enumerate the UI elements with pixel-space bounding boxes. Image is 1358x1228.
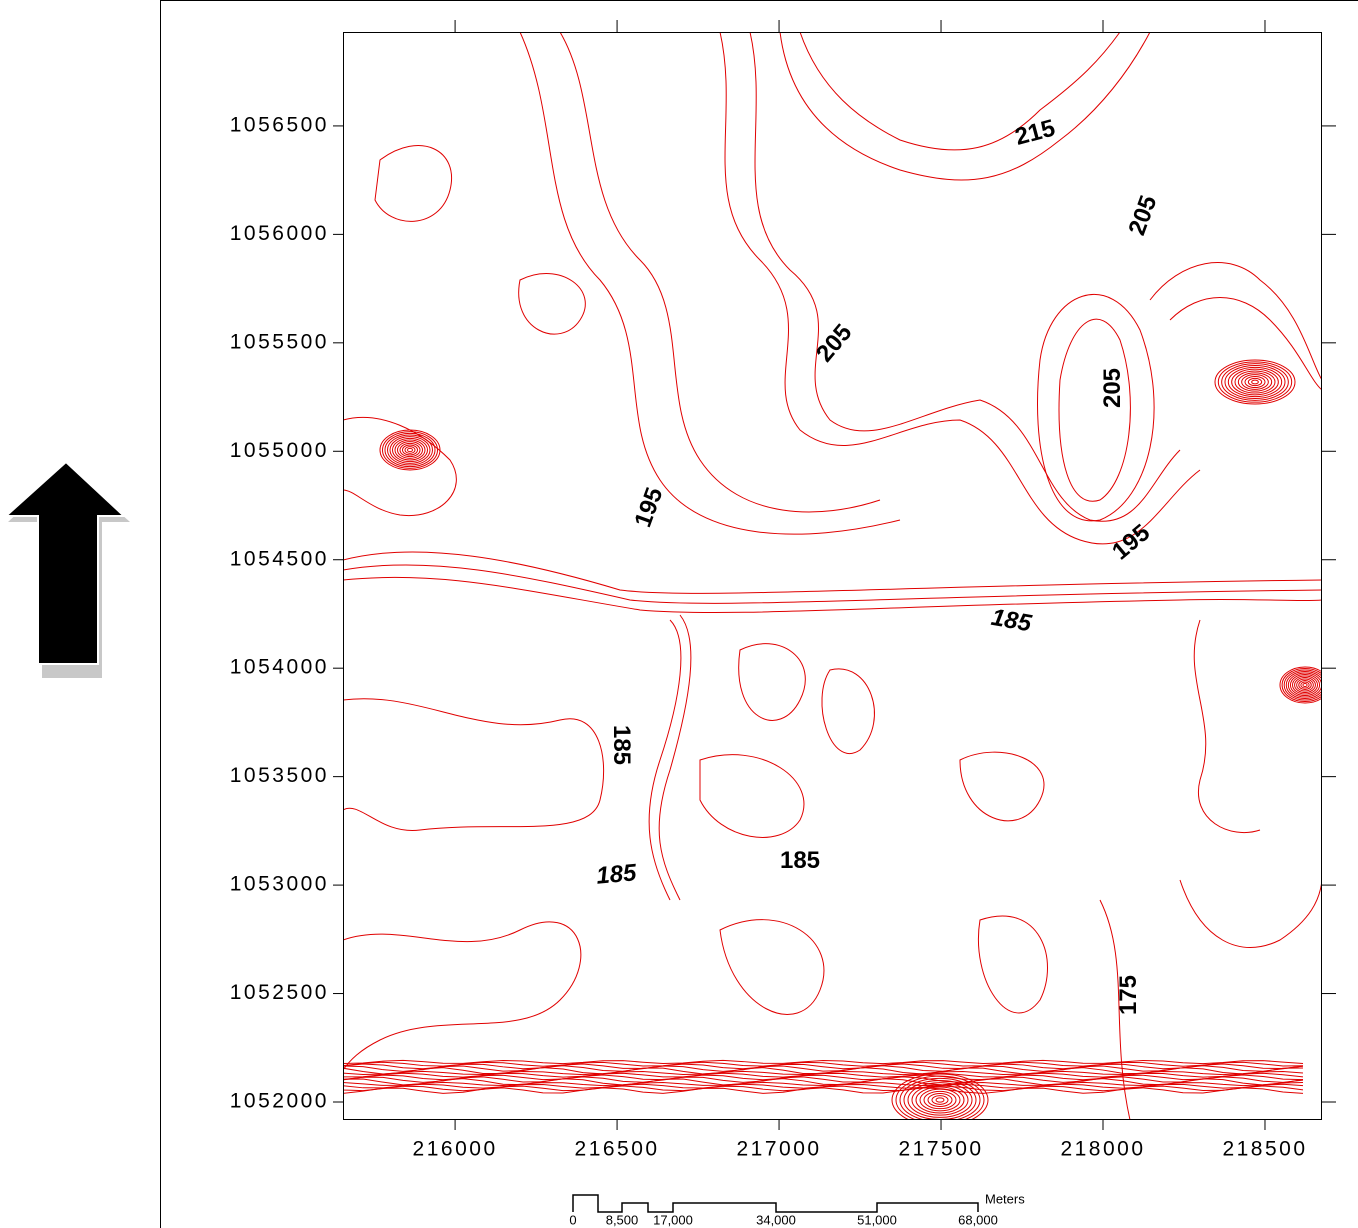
scale-label: 34,000 (756, 1212, 796, 1227)
y-tick-label: 1056000 (230, 222, 329, 245)
contour-label: 185 (780, 847, 820, 874)
x-tick-label: 216500 (575, 1138, 660, 1161)
contour-line (1215, 360, 1295, 404)
contour-line (908, 1083, 972, 1118)
contour-line (1252, 380, 1259, 384)
scale-label: 51,000 (857, 1212, 897, 1227)
x-tick-label: 218000 (1060, 1138, 1145, 1161)
contour-line (1225, 366, 1285, 399)
x-tick-label: 217500 (898, 1138, 983, 1161)
scale-label: 8,500 (606, 1212, 639, 1227)
contour-line (1228, 367, 1281, 396)
contour-label: 185 (989, 604, 1034, 638)
contour-label: 215 (1012, 115, 1058, 151)
scale-label: 0 (569, 1212, 576, 1227)
x-tick-label: 217000 (737, 1138, 822, 1161)
contour-line (1238, 373, 1271, 391)
contour-line (936, 1098, 944, 1102)
scale-label: 68,000 (958, 1212, 998, 1227)
y-tick-label: 1054500 (230, 547, 329, 570)
contour-line (932, 1096, 948, 1105)
contour-line (892, 1074, 988, 1126)
contour-line (405, 447, 415, 454)
contour-label: 195 (629, 484, 668, 531)
contour-line (390, 437, 430, 464)
y-tick-label: 1053500 (230, 764, 329, 787)
plot-frame (344, 33, 1322, 1120)
contour-line (408, 448, 413, 451)
map-page: 215 205 205 205 195 195 185 185 185 185 … (0, 0, 1358, 1228)
contour-label: 205 (1123, 192, 1162, 239)
contour-label: 195 (1107, 519, 1155, 565)
scale-label: 17,000 (653, 1212, 693, 1227)
contour-line (398, 442, 423, 459)
contour-label: 205 (1099, 368, 1126, 408)
y-tick-label: 1052500 (230, 981, 329, 1004)
contour-line (1301, 682, 1309, 688)
north-arrow (6, 462, 130, 678)
y-tick-label: 1055000 (230, 439, 329, 462)
y-tick-label: 1056500 (230, 113, 329, 136)
contour-labels: 215 205 205 205 195 195 185 185 185 185 … (595, 115, 1162, 1015)
y-tick-label: 1052000 (230, 1090, 329, 1113)
contour-label: 175 (1115, 975, 1142, 1015)
scale-unit: Meters (985, 1191, 1025, 1206)
y-tick-label: 1054000 (230, 656, 329, 679)
contour-line (920, 1089, 960, 1111)
contour-line (1280, 667, 1330, 703)
y-tick-label: 1053000 (230, 873, 329, 896)
scale-bar (573, 1195, 978, 1212)
contour-label: 185 (608, 725, 635, 765)
contour-line (1218, 362, 1291, 402)
x-tick-label: 216000 (413, 1138, 498, 1161)
y-tick-label: 1055500 (230, 330, 329, 353)
contour-lines (343, 32, 1330, 1126)
x-tick-label: 218500 (1222, 1138, 1307, 1161)
contour-label: 185 (595, 859, 638, 889)
contour-line (343, 1062, 1303, 1066)
contour-line (1288, 673, 1321, 697)
contour-line (896, 1076, 984, 1124)
contour-line (343, 1088, 1303, 1094)
contour-line (1295, 678, 1316, 693)
contour-line (380, 430, 440, 470)
contour-line (1248, 378, 1261, 385)
contour-line (1303, 684, 1307, 687)
